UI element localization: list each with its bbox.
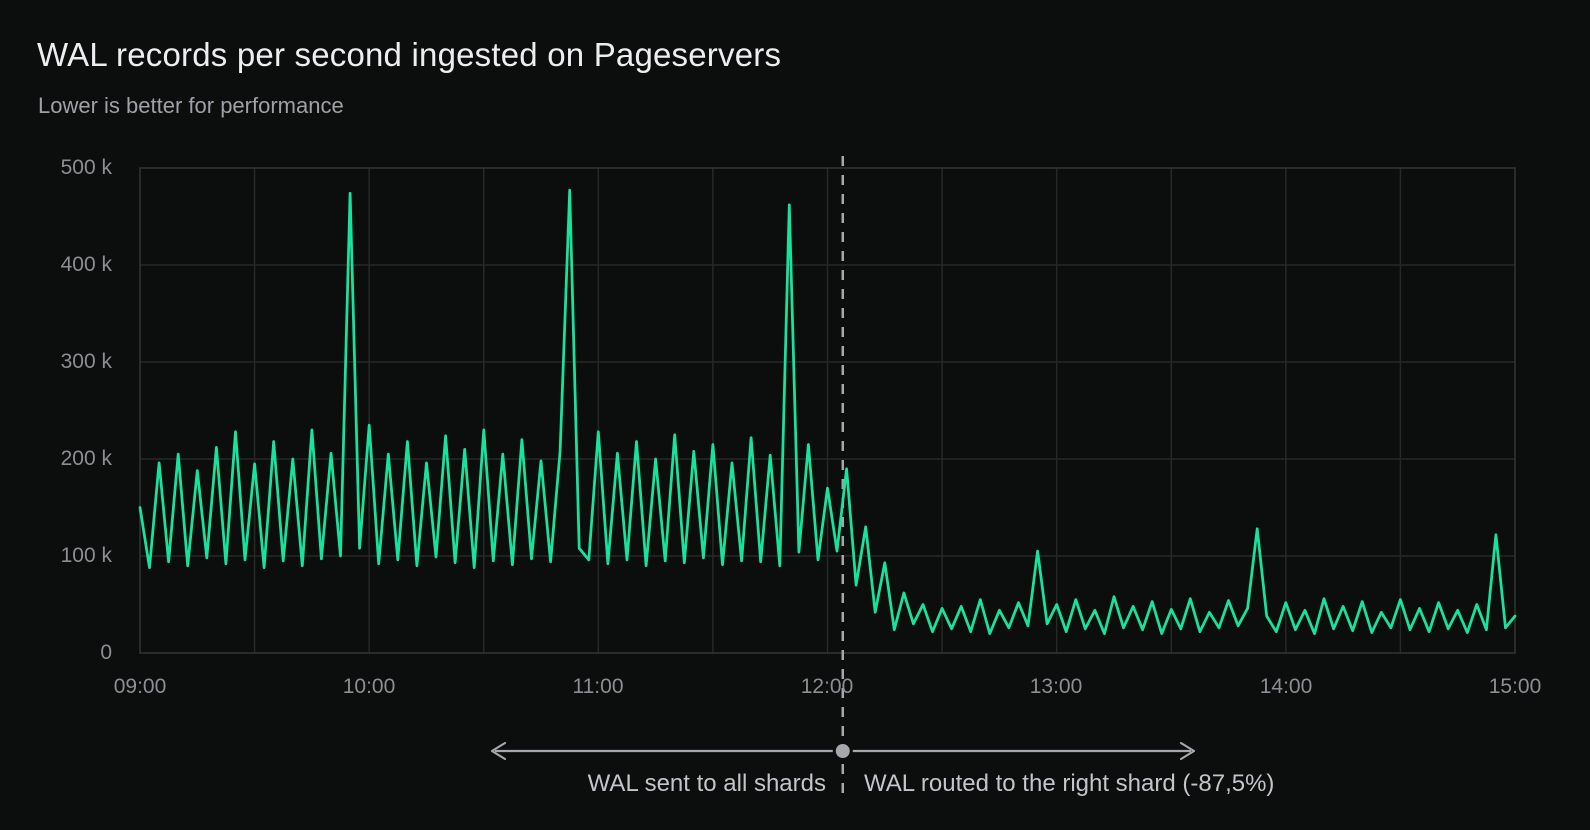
annotation-label-before-divider: WAL sent to all shards [587,770,826,797]
annotation-label-after-divider: WAL routed to the right shard (-87,5%) [864,770,1275,797]
plot-border [139,167,1516,654]
y-axis-tick-label: 400 k [60,253,112,276]
y-axis-tick-label: 0 [100,641,112,664]
y-axis-tick-label: 500 k [60,156,112,179]
chart-subtitle: Lower is better for performance [38,93,344,118]
y-axis-tick-label: 300 k [60,350,112,373]
x-axis-tick-label: 15:00 [1488,675,1542,698]
divider-dot [835,744,850,758]
left-arrowhead-icon [490,741,507,761]
x-axis-tick-label: 12:00 [800,675,854,698]
series-line [138,188,1517,635]
y-axis-tick-label: 100 k [60,544,112,567]
chart-title: WAL records per second ingested on Pages… [37,36,782,73]
x-axis-tick-label: 11:00 [572,675,624,698]
x-axis-tick-label: 09:00 [113,675,167,698]
y-axis-tick-label: 200 k [60,447,112,470]
x-axis-tick-label: 10:00 [342,675,396,698]
x-axis-tick-label: 14:00 [1259,675,1313,698]
right-arrowhead-icon [1179,741,1196,761]
x-axis-tick-label: 13:00 [1029,675,1083,698]
